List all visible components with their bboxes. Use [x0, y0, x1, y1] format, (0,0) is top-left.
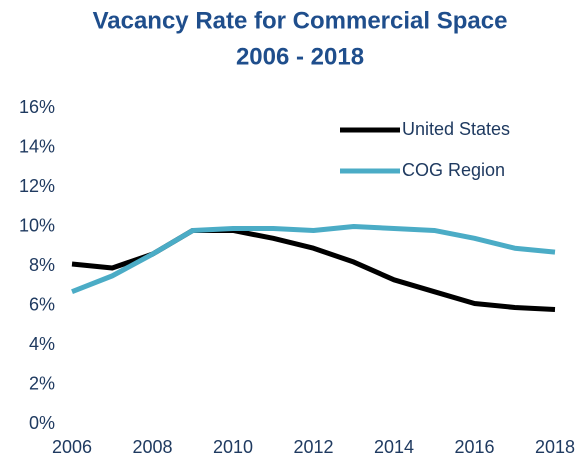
- y-tick-label: 6%: [29, 294, 55, 314]
- y-tick-label: 8%: [29, 255, 55, 275]
- y-tick-label: 4%: [29, 334, 55, 354]
- x-tick-label: 2014: [374, 437, 414, 457]
- y-tick-label: 14%: [19, 136, 55, 156]
- x-tick-label: 2008: [132, 437, 172, 457]
- chart-title: Vacancy Rate for Commercial Space: [93, 7, 508, 34]
- y-tick-label: 0%: [29, 413, 55, 433]
- x-tick-label: 2006: [52, 437, 92, 457]
- legend-label: United States: [402, 119, 510, 139]
- x-tick-label: 2018: [535, 437, 575, 457]
- x-tick-label: 2016: [454, 437, 494, 457]
- y-tick-label: 12%: [19, 176, 55, 196]
- y-tick-label: 10%: [19, 215, 55, 235]
- series-line: [71, 224, 556, 295]
- legend-label: COG Region: [402, 160, 505, 180]
- y-tick-label: 2%: [29, 373, 55, 393]
- y-tick-label: 16%: [19, 97, 55, 117]
- x-tick-label: 2012: [293, 437, 333, 457]
- chart-subtitle: 2006 - 2018: [236, 43, 364, 70]
- x-tick-label: 2010: [213, 437, 253, 457]
